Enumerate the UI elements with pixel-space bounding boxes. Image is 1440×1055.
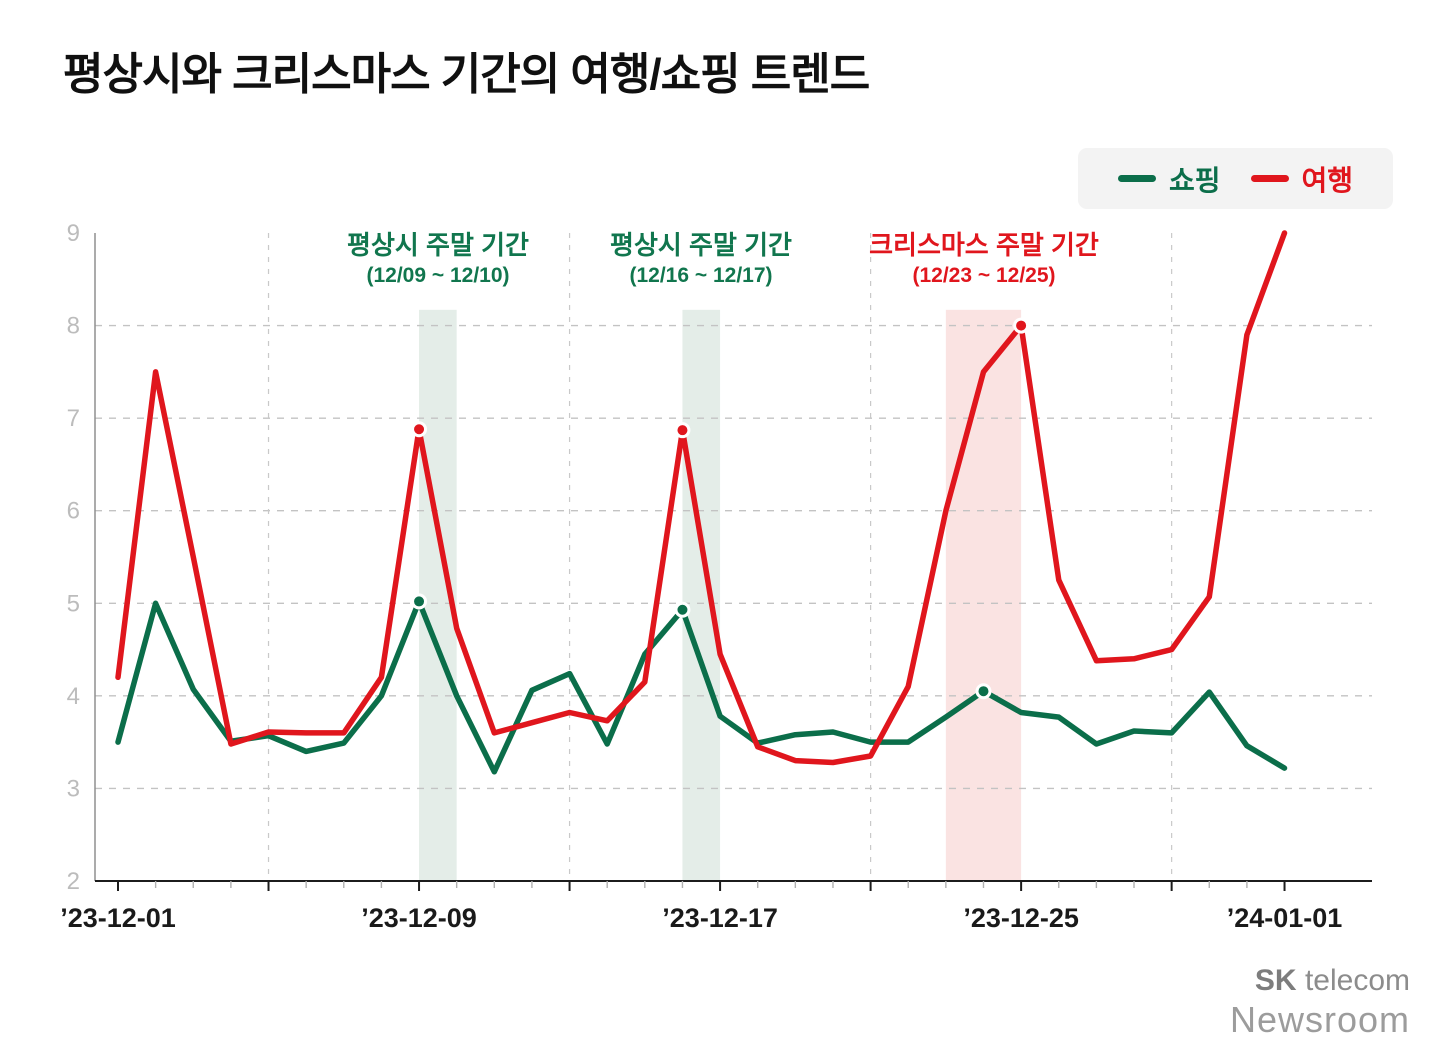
data-point-marker-쇼핑	[674, 601, 691, 618]
y-axis-label: 6	[67, 498, 80, 525]
y-axis-label: 9	[67, 220, 80, 247]
x-axis-label: ’23-12-25	[963, 903, 1079, 933]
data-point-marker-여행	[411, 421, 428, 438]
series-line-쇼핑	[115, 598, 1288, 775]
logo-brand: SK telecom	[1230, 964, 1410, 997]
annotation-weekend-2-title: 평상시 주말 기간	[610, 230, 792, 260]
highlight-band	[682, 309, 721, 881]
annotation-christmas-title: 크리스마스 주말 기간	[869, 230, 1099, 260]
data-point-marker-여행	[1013, 317, 1030, 334]
annotation-weekend-2: 평상시 주말 기간 (12/16 ~ 12/17)	[531, 228, 871, 290]
sk-telecom-newsroom-logo: SK telecom Newsroom	[1230, 964, 1410, 1040]
y-axis-label: 4	[67, 683, 80, 710]
data-point-marker-쇼핑	[411, 593, 428, 610]
y-axis-label: 7	[67, 405, 80, 432]
annotation-christmas: 크리스마스 주말 기간 (12/23 ~ 12/25)	[814, 228, 1154, 290]
series-line-여행	[115, 230, 1288, 766]
shopping-line-swatch	[1117, 175, 1156, 182]
y-axis-label: 5	[67, 590, 80, 617]
y-axis-label: 8	[67, 313, 80, 340]
x-axis-label: ’23-12-17	[662, 903, 778, 933]
trend-line-chart: 2 3 4 5 6 7 8 9 ’23-12-01 ’23-12-09 ’23-12-17 ’23-1…	[60, 220, 1372, 933]
y-axis-label: 2	[67, 868, 80, 895]
annotation-weekend-2-dates: (12/16 ~ 12/17)	[629, 264, 773, 287]
logo-telecom: telecom	[1296, 964, 1410, 997]
data-point-marker-여행	[674, 422, 691, 439]
legend-label-travel: 여행	[1301, 164, 1354, 196]
annotation-weekend-1-title: 평상시 주말 기간	[347, 230, 529, 260]
x-axis-label: ’23-12-01	[60, 903, 176, 933]
x-axis-label: ’23-12-09	[361, 903, 477, 933]
legend-item-travel: 여행	[1250, 159, 1354, 199]
y-axis-label: 3	[67, 775, 80, 802]
logo-sk: SK	[1254, 964, 1297, 997]
legend-label-shopping: 쇼핑	[1168, 164, 1221, 196]
annotation-weekend-1: 평상시 주말 기간 (12/09 ~ 12/10)	[268, 228, 608, 290]
highlight-band	[945, 309, 1022, 881]
logo-newsroom: Newsroom	[1229, 999, 1410, 1040]
chart-legend: 쇼핑 여행	[1078, 148, 1393, 209]
x-axis-label: ’24-01-01	[1227, 903, 1343, 933]
annotation-christmas-dates: (12/23 ~ 12/25)	[912, 264, 1056, 287]
travel-line-swatch	[1250, 175, 1289, 182]
annotation-weekend-1-dates: (12/09 ~ 12/10)	[366, 264, 510, 287]
legend-item-shopping: 쇼핑	[1117, 159, 1221, 199]
page-title: 평상시와 크리스마스 기간의 여행/쇼핑 트렌드	[63, 50, 870, 99]
data-point-marker-쇼핑	[975, 683, 992, 700]
